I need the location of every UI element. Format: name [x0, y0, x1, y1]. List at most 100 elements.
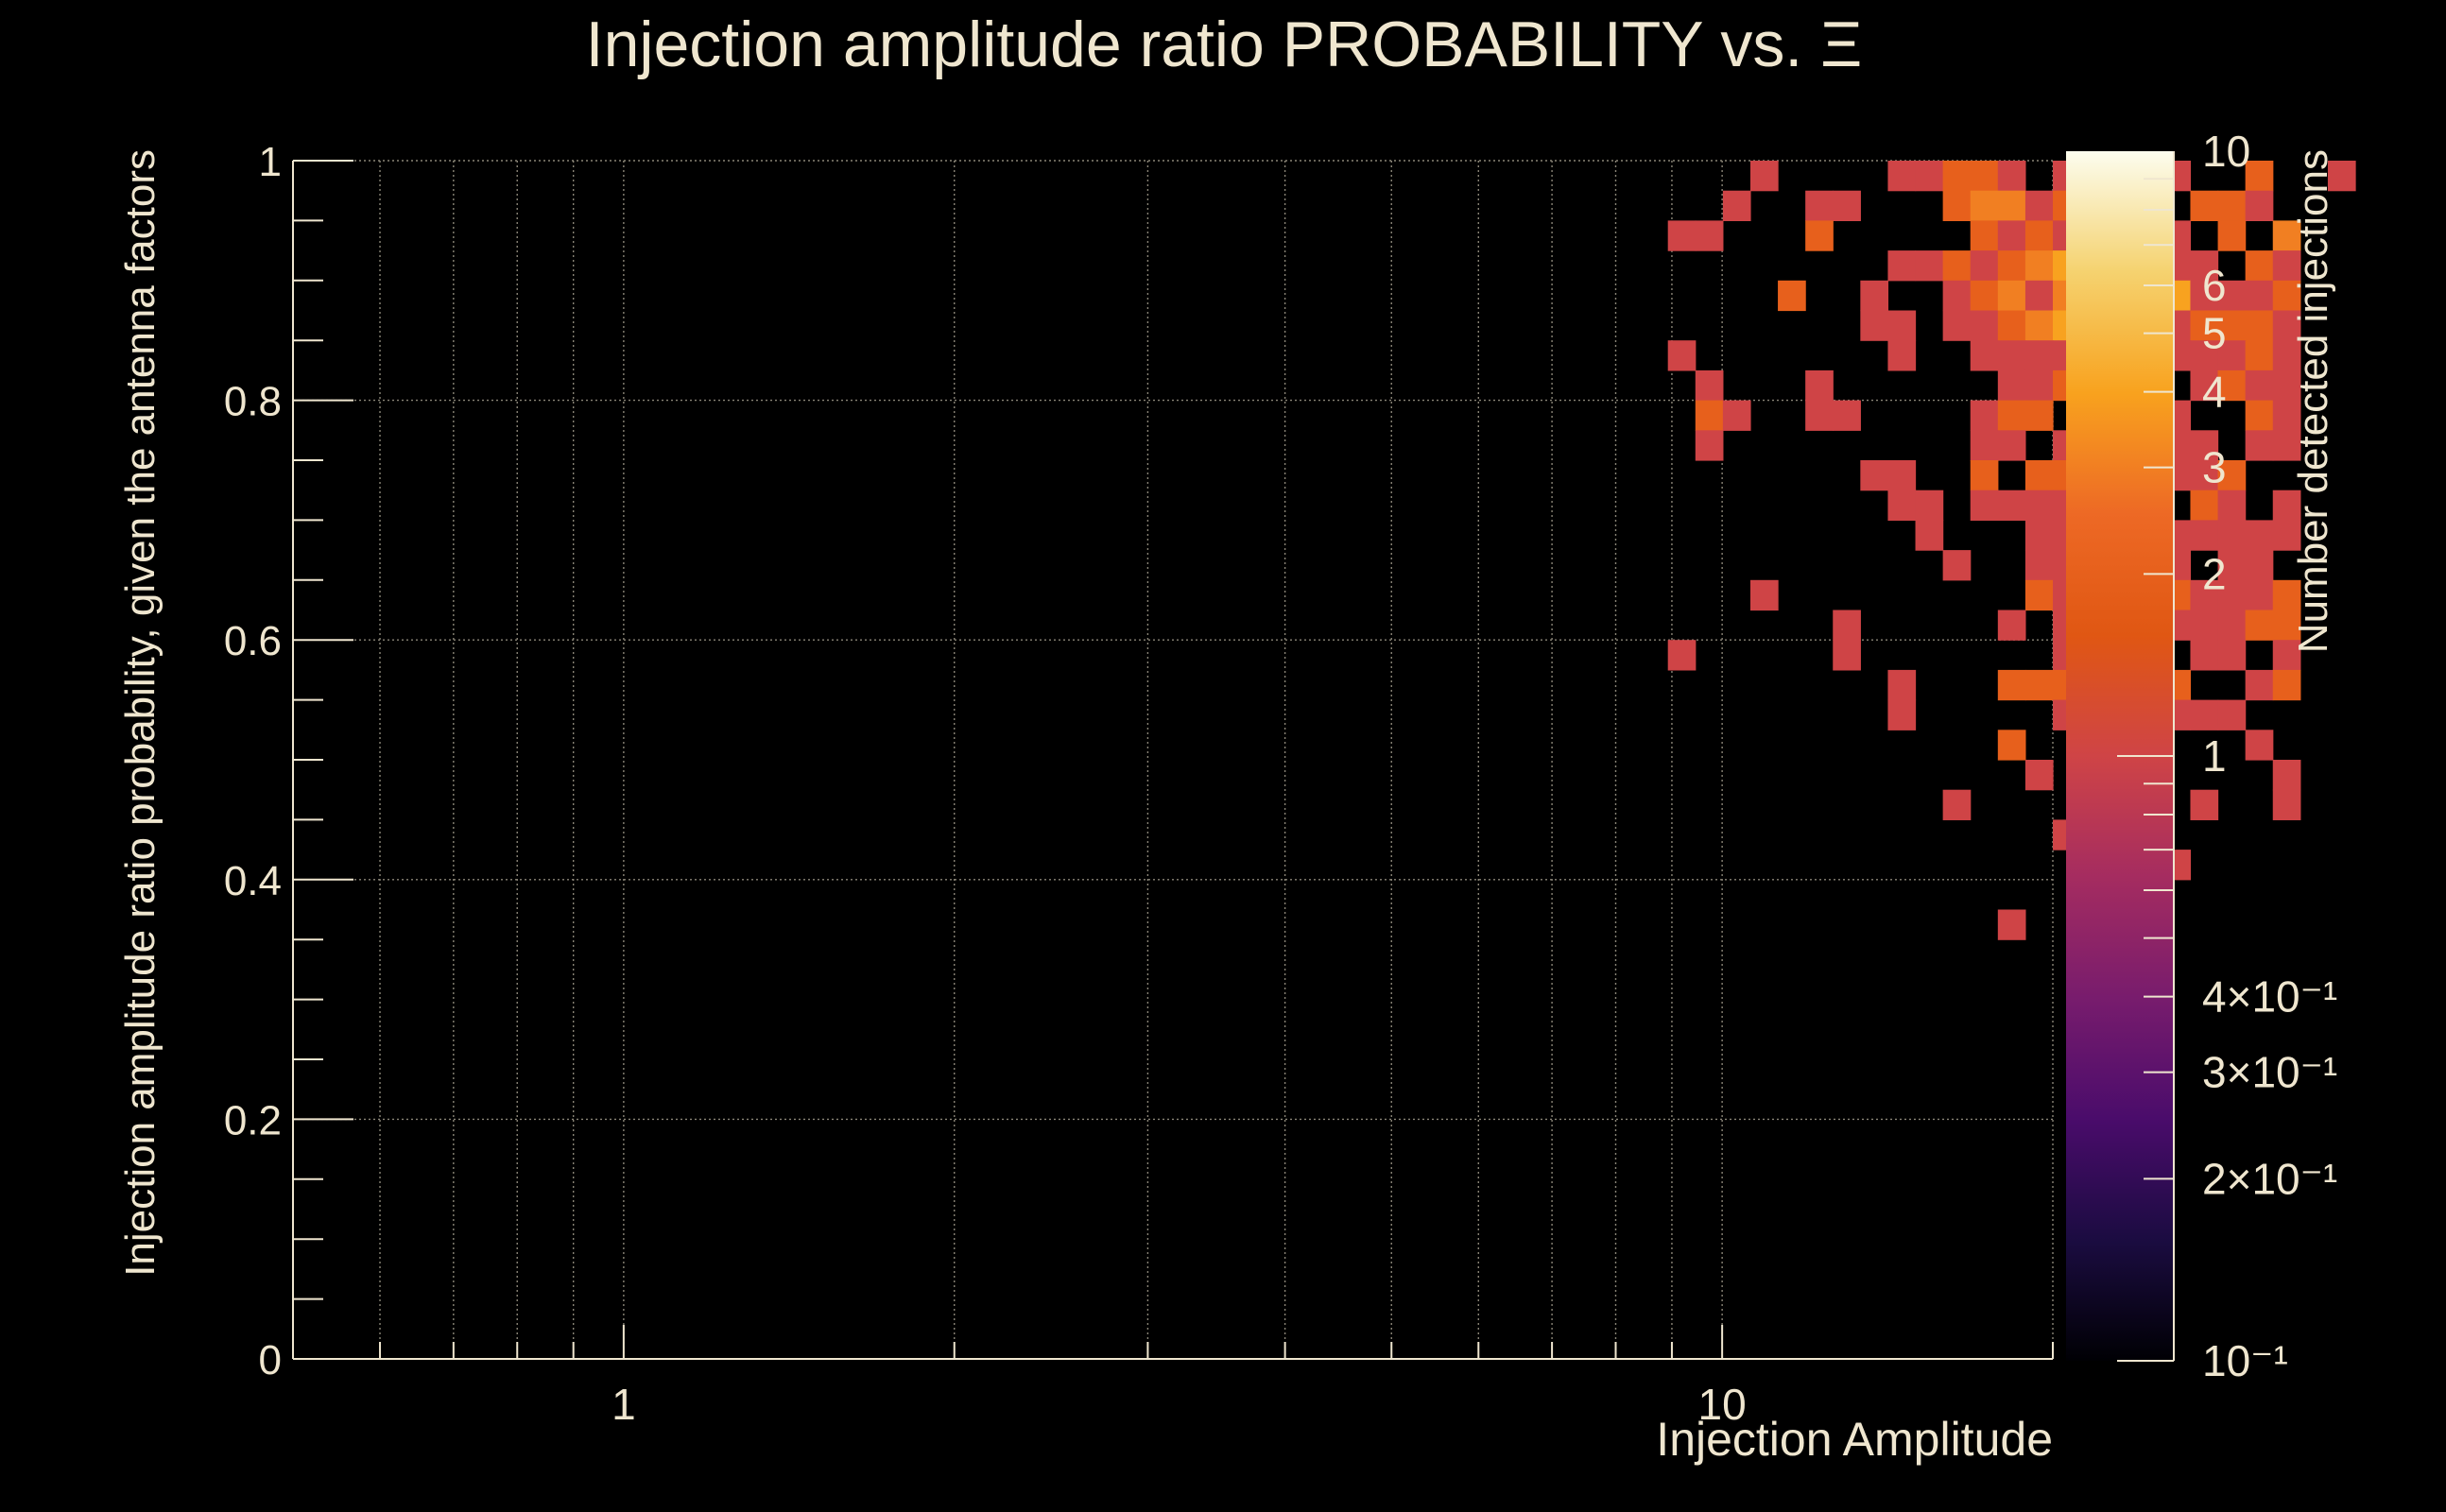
heatmap-cell — [1997, 369, 2026, 402]
heatmap-cell — [1805, 190, 1834, 221]
heatmap-cell — [1997, 250, 2026, 282]
heatmap-cell — [1915, 520, 1944, 551]
heatmap-cell — [1722, 400, 1751, 431]
heatmap-cell — [1887, 669, 1917, 701]
heatmap-cell — [2217, 610, 2247, 641]
heatmap-cell — [2024, 760, 2054, 791]
heatmap-cell — [2245, 669, 2274, 701]
heatmap-cell — [1997, 909, 2026, 940]
heatmap-cell — [1887, 340, 1917, 371]
heatmap-cell — [1860, 460, 1889, 491]
heatmap-cell — [2217, 220, 2247, 251]
heatmap-cell — [1887, 161, 1917, 192]
heatmap-cell — [2245, 400, 2274, 431]
heatmap-cell — [1970, 220, 1999, 251]
heatmap-cell — [1887, 490, 1917, 521]
heatmap-cell — [1695, 220, 1724, 251]
heatmap-cell — [2245, 550, 2274, 581]
heatmap-cell — [2190, 789, 2219, 820]
heatmap-cell — [1997, 669, 2026, 701]
heatmap-cell — [1997, 400, 2026, 431]
heatmap-cell — [1887, 699, 1917, 730]
heatmap-cell — [2217, 340, 2247, 371]
heatmap-cell — [2190, 310, 2219, 341]
heatmap-cell — [2217, 460, 2247, 491]
colorbar-tick-label: 4×10⁻¹ — [2202, 972, 2337, 1022]
x-tick-label: 1 — [612, 1380, 636, 1429]
colorbar-tick-label: 2 — [2202, 549, 2227, 598]
heatmap-cell — [1778, 280, 1806, 312]
heatmap-cell — [2024, 669, 2054, 701]
heatmap-cell — [2245, 190, 2274, 221]
heatmap-cell — [1997, 190, 2026, 221]
heatmap-cell — [2024, 340, 2054, 371]
heatmap-cell — [1667, 340, 1697, 371]
chart-title: Injection amplitude ratio PROBABILITY vs… — [586, 9, 1863, 80]
heatmap-cell — [1887, 250, 1917, 282]
heatmap-cell — [2217, 190, 2247, 221]
colorbar-label: Number detected injections — [2290, 149, 2336, 653]
heatmap-cell — [1970, 190, 1999, 221]
heatmap-cell — [2245, 579, 2274, 611]
heatmap-cell — [2272, 669, 2301, 701]
heatmap-cell — [2272, 280, 2301, 312]
heatmap-cell — [1997, 220, 2026, 251]
heatmap-cell — [1970, 340, 1999, 371]
heatmap-cell — [1695, 369, 1724, 402]
heatmap-cell — [1833, 610, 1861, 641]
heatmap-cell — [2272, 520, 2301, 551]
heatmap-cell — [1942, 190, 1972, 221]
heatmap-cell — [1970, 310, 1999, 341]
colorbar-tick-label: 1 — [2202, 731, 2227, 781]
heatmap-cell — [1915, 250, 1944, 282]
heatmap-cell — [2024, 280, 2054, 312]
heatmap-cell — [2245, 161, 2274, 192]
heatmap-cell — [1667, 220, 1697, 251]
colorbar-tick-label: 10⁻¹ — [2202, 1336, 2288, 1385]
heatmap-cell — [2272, 310, 2301, 341]
heatmap-cell — [2217, 280, 2247, 312]
heatmap-cell — [2217, 550, 2247, 581]
heatmap-cell — [1942, 310, 1972, 341]
colorbar-tick-label: 6 — [2202, 261, 2227, 310]
heatmap-cell — [1997, 310, 2026, 341]
colorbar-tick-label: 5 — [2202, 309, 2227, 358]
heatmap-cell — [1860, 280, 1889, 312]
heatmap-cell — [2245, 280, 2274, 312]
y-axis-label: Injection amplitude ratio probability, g… — [117, 149, 164, 1277]
heatmap-cell — [1915, 490, 1944, 521]
heatmap-cell — [2245, 340, 2274, 371]
heatmap-cell — [1942, 789, 1972, 820]
heatmap-cell — [2272, 610, 2301, 641]
heatmap-cell — [2024, 369, 2054, 402]
heatmap-cell — [2217, 699, 2247, 730]
heatmap-cell — [2190, 340, 2219, 371]
heatmap-cell — [2190, 430, 2219, 461]
heatmap-cell — [2272, 640, 2301, 671]
heatmap-cell — [1860, 310, 1889, 341]
heatmap-cell — [2024, 310, 2054, 341]
heatmap-cell — [2245, 520, 2274, 551]
heatmap-cell — [2245, 730, 2274, 761]
heatmap-cell — [2217, 369, 2247, 402]
heatmap-cell — [1833, 400, 1861, 431]
y-tick-label: 0.4 — [224, 858, 282, 904]
heatmap-cell — [1970, 490, 1999, 521]
heatmap-cell — [2024, 220, 2054, 251]
heatmap-cell — [1997, 280, 2026, 312]
heatmap-cell — [2024, 460, 2054, 491]
heatmap-cell — [2190, 369, 2219, 402]
heatmap-cell — [2190, 490, 2219, 521]
heatmap-cell — [2024, 579, 2054, 611]
heatmap-cell — [2024, 190, 2054, 221]
heatmap-cell — [1942, 161, 1972, 192]
heatmap-cell — [1805, 220, 1834, 251]
heatmap-cell — [2272, 369, 2301, 402]
heatmap-cell — [2272, 760, 2301, 791]
heatmap-cell — [2024, 520, 2054, 551]
heatmap-cell — [1722, 190, 1751, 221]
heatmap-cell — [2217, 640, 2247, 671]
heatmap-cell — [2024, 250, 2054, 282]
heatmap-cell — [2272, 400, 2301, 431]
